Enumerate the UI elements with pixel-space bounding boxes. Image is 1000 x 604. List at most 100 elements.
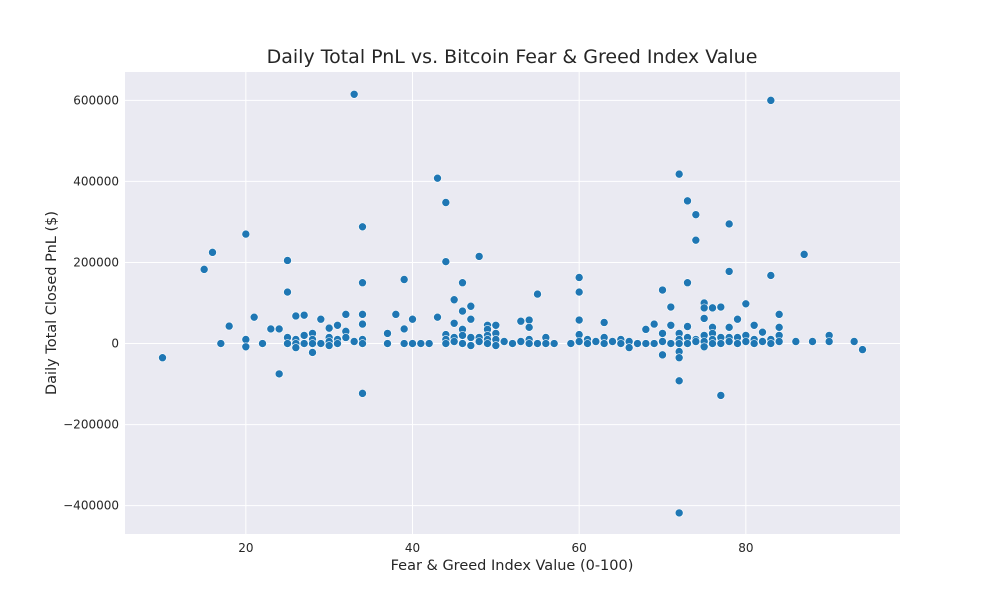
data-point (524, 323, 534, 332)
data-point (583, 339, 592, 348)
data-point (691, 337, 701, 346)
data-point (516, 316, 526, 326)
data-point (474, 252, 484, 261)
data-point (658, 329, 667, 338)
data-point (349, 89, 359, 99)
data-point (474, 337, 484, 346)
data-point (258, 339, 267, 348)
data-point (383, 329, 392, 338)
data-point (599, 318, 609, 327)
data-point (766, 339, 776, 348)
data-point (849, 337, 859, 346)
data-point (616, 339, 626, 348)
data-point (458, 331, 467, 340)
data-point (716, 339, 726, 348)
data-point (516, 337, 526, 346)
data-point (458, 339, 467, 348)
data-point (524, 339, 534, 348)
data-point (391, 310, 401, 319)
data-point (724, 267, 734, 276)
data-point (741, 337, 751, 346)
data-point (641, 339, 651, 348)
data-point (449, 337, 459, 346)
data-point (608, 337, 617, 346)
data-point (358, 310, 367, 319)
data-point (774, 310, 784, 319)
data-points (158, 89, 867, 518)
data-point (358, 222, 367, 232)
data-point (758, 337, 767, 346)
data-point (699, 303, 709, 313)
data-point (574, 273, 584, 282)
data-point (466, 301, 476, 311)
y-tick-label: 400000 (73, 174, 119, 188)
data-point (216, 339, 226, 348)
data-point (658, 337, 667, 346)
data-point (724, 337, 734, 346)
data-point (224, 321, 234, 331)
data-point (441, 339, 451, 348)
data-point (741, 299, 751, 309)
y-tick-label: 600000 (73, 93, 119, 107)
data-point (491, 320, 501, 330)
data-point (358, 319, 367, 329)
data-point (241, 335, 251, 344)
data-point (683, 339, 692, 348)
data-point (599, 339, 609, 348)
data-point (674, 169, 684, 179)
x-tick-label: 80 (738, 541, 753, 555)
data-point (316, 314, 326, 324)
data-point (716, 391, 726, 400)
data-point (441, 198, 451, 207)
data-point (674, 508, 684, 518)
data-point (483, 339, 492, 348)
x-tick-label: 20 (238, 541, 253, 555)
y-tick-label: 0 (111, 337, 119, 351)
data-point (541, 339, 551, 348)
tick-labels: 20 40 60 80 −400000 −200000 0 200000 400000 60000… (63, 93, 753, 555)
data-point (708, 339, 717, 348)
data-point (733, 314, 742, 324)
data-point (549, 339, 559, 348)
data-point (624, 343, 634, 352)
data-point (458, 306, 467, 316)
data-point (441, 257, 451, 266)
data-point (283, 339, 292, 348)
data-point (466, 341, 476, 350)
data-point (266, 324, 276, 334)
data-point (749, 320, 759, 330)
data-point (349, 337, 359, 346)
data-point (241, 342, 251, 352)
data-point (283, 256, 292, 265)
data-point (674, 353, 684, 363)
data-point (408, 339, 417, 348)
data-point (241, 229, 251, 239)
data-point (208, 248, 217, 257)
data-point (824, 337, 834, 346)
data-point (424, 339, 434, 348)
data-point (308, 348, 317, 357)
data-point (808, 337, 817, 346)
data-point (774, 337, 784, 346)
data-point (299, 339, 309, 348)
data-point (291, 343, 301, 352)
data-point (733, 339, 742, 348)
data-point (791, 337, 801, 346)
data-point (766, 96, 776, 105)
data-point (299, 331, 309, 340)
x-tick-label: 60 (572, 541, 587, 555)
data-point (199, 265, 209, 274)
data-point (341, 310, 351, 319)
chart-title: Daily Total PnL vs. Bitcoin Fear & Greed… (267, 46, 758, 68)
data-point (399, 324, 409, 334)
x-axis-label: Fear & Greed Index Value (0-100) (391, 558, 634, 574)
data-point (458, 278, 467, 288)
data-point (716, 302, 726, 312)
data-point (449, 295, 459, 305)
data-point (283, 287, 292, 297)
data-point (399, 275, 409, 284)
x-tick-label: 40 (405, 541, 420, 555)
data-point (666, 339, 676, 348)
